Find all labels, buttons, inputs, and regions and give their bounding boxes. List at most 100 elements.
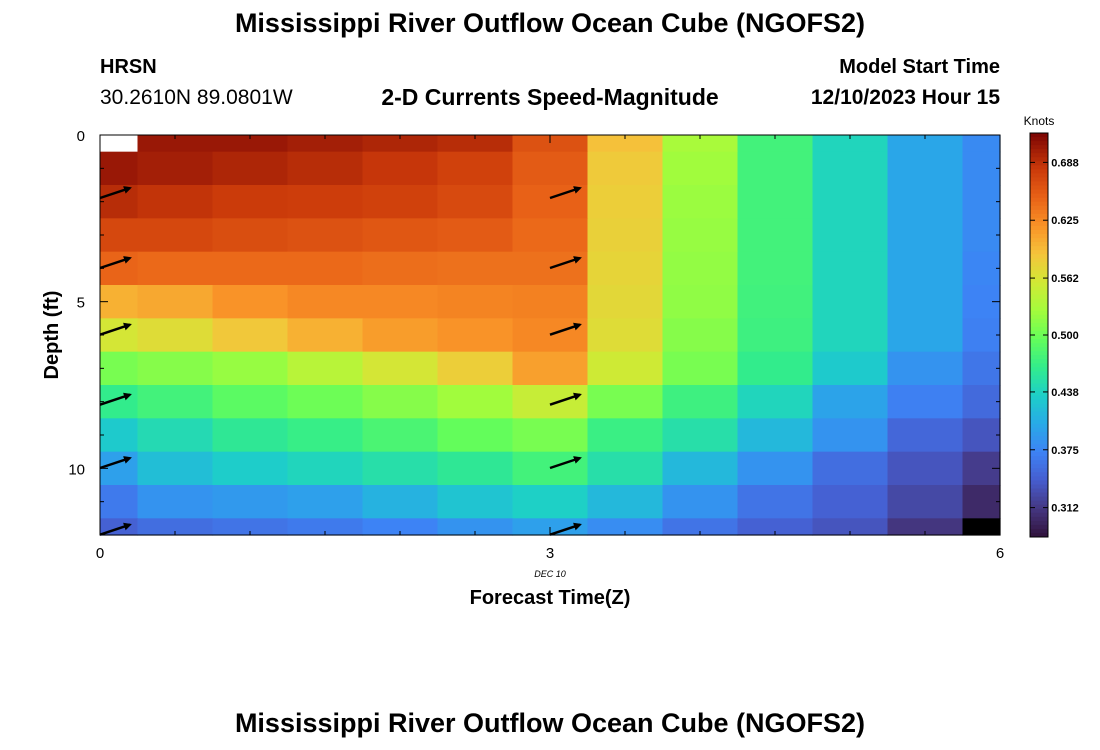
colorbar-segment [1030,500,1048,506]
colorbar-segment [1030,363,1048,368]
heatmap-cell [812,485,889,519]
heatmap-cell [212,418,289,453]
current-vector-arrow [549,456,582,470]
heatmap-cell [587,318,664,353]
colorbar-segment [1030,440,1048,445]
current-vector-arrow [99,392,132,406]
heatmap-cell [362,385,439,419]
heatmap-cell [362,185,439,219]
colorbar-segment [1030,177,1048,182]
current-vector-arrow [99,186,132,200]
colorbar-segment [1030,339,1048,344]
heatmap-cell [737,251,814,286]
heatmap-cell [437,135,514,153]
heatmap-cell [887,135,964,153]
heatmap-cell [887,485,964,519]
heatmap-cell [287,518,364,536]
heatmap-cell [212,485,289,519]
heatmap-cell [737,485,814,519]
colorbar-segment [1030,395,1048,401]
heatmap-cell [287,318,364,353]
current-vector-arrow [549,186,582,200]
colorbar-segment [1030,157,1048,162]
colorbar-label: Knots [1024,114,1055,128]
heatmap-cell [962,318,1001,353]
colorbar-segment [1030,427,1048,433]
colorbar-segment [1030,314,1048,320]
chart-title: Mississippi River Outflow Ocean Cube (NG… [234,8,866,38]
heatmap-cell [212,385,289,419]
y-axis-label: Depth (ft) [41,291,63,380]
colorbar-segment [1030,262,1048,267]
heatmap-cell [287,451,364,486]
heatmap-cell [887,218,964,253]
heatmap-cell [287,251,364,286]
heatmap-cell [662,151,739,186]
heatmap-cell [437,385,514,419]
heatmap-cell [737,185,814,219]
heatmap-cell [737,285,814,319]
heatmap-cell [362,135,439,153]
colorbar-segment [1030,294,1048,300]
colorbar-segment [1030,197,1048,203]
heatmap-cell [287,385,364,419]
heatmap-cell [962,418,1001,453]
colorbar-segment [1030,141,1048,146]
heatmap-cell [437,351,514,386]
heatmap-cell [587,135,664,153]
colorbar-segment [1030,153,1048,158]
colorbar-segment [1030,391,1048,397]
heatmap-cell [962,518,1001,536]
heatmap-cell [137,151,214,186]
colorbar-segment [1030,173,1048,178]
colorbar-segment [1030,302,1048,308]
heatmap-cell [887,251,964,286]
heatmap-cell [437,251,514,286]
colorbar-segment [1030,286,1048,292]
station-coordinates: 30.2610N 89.0801W [100,86,293,109]
heatmap-cell [662,418,739,453]
colorbar-segment [1030,403,1048,409]
heatmap-cell [437,285,514,319]
heatmap-cell [137,135,214,153]
heatmap-cell [662,451,739,486]
chart-subtitle: 2-D Currents Speed-Magnitude [381,84,719,110]
colorbar-segment [1030,480,1048,485]
colorbar-segment [1030,512,1048,518]
y-tick-label: 10 [68,461,85,478]
colorbar-segment [1030,229,1048,235]
model-start-label: Model Start Time [839,56,1000,78]
colorbar-segment [1030,448,1048,453]
colorbar-segment [1030,161,1048,166]
heatmap-cell [212,135,289,153]
current-vector-arrow [549,256,582,270]
colorbar-segment [1030,330,1048,336]
colorbar-segment [1030,488,1048,494]
heatmap-cell [137,485,214,519]
heatmap-cell [812,218,889,253]
heatmap-cell [100,351,139,386]
heatmap-cell [362,351,439,386]
heatmap-cell [587,251,664,286]
heatmap-cell [812,351,889,386]
colorbar-segment [1030,193,1048,199]
colorbar-segment [1030,520,1048,526]
heatmap-cell [512,285,589,319]
heatmap-cell [812,185,889,219]
colorbar-segment [1030,504,1048,510]
colorbar-segment [1030,407,1048,413]
heatmap-cell [812,451,889,486]
heatmap-cell [137,385,214,419]
colorbar-segment [1030,318,1048,324]
heatmap-cell [587,485,664,519]
heatmap-cell [437,318,514,353]
colorbar-segment [1030,278,1048,283]
x-tick-label: 0 [96,545,104,562]
heatmap-cells [100,135,1001,536]
heatmap-cell [737,151,814,186]
heatmap-cell [662,318,739,353]
heatmap-cell [362,151,439,186]
heatmap-cell [212,218,289,253]
colorbar-segment [1030,343,1048,348]
colorbar-segment [1030,436,1048,441]
